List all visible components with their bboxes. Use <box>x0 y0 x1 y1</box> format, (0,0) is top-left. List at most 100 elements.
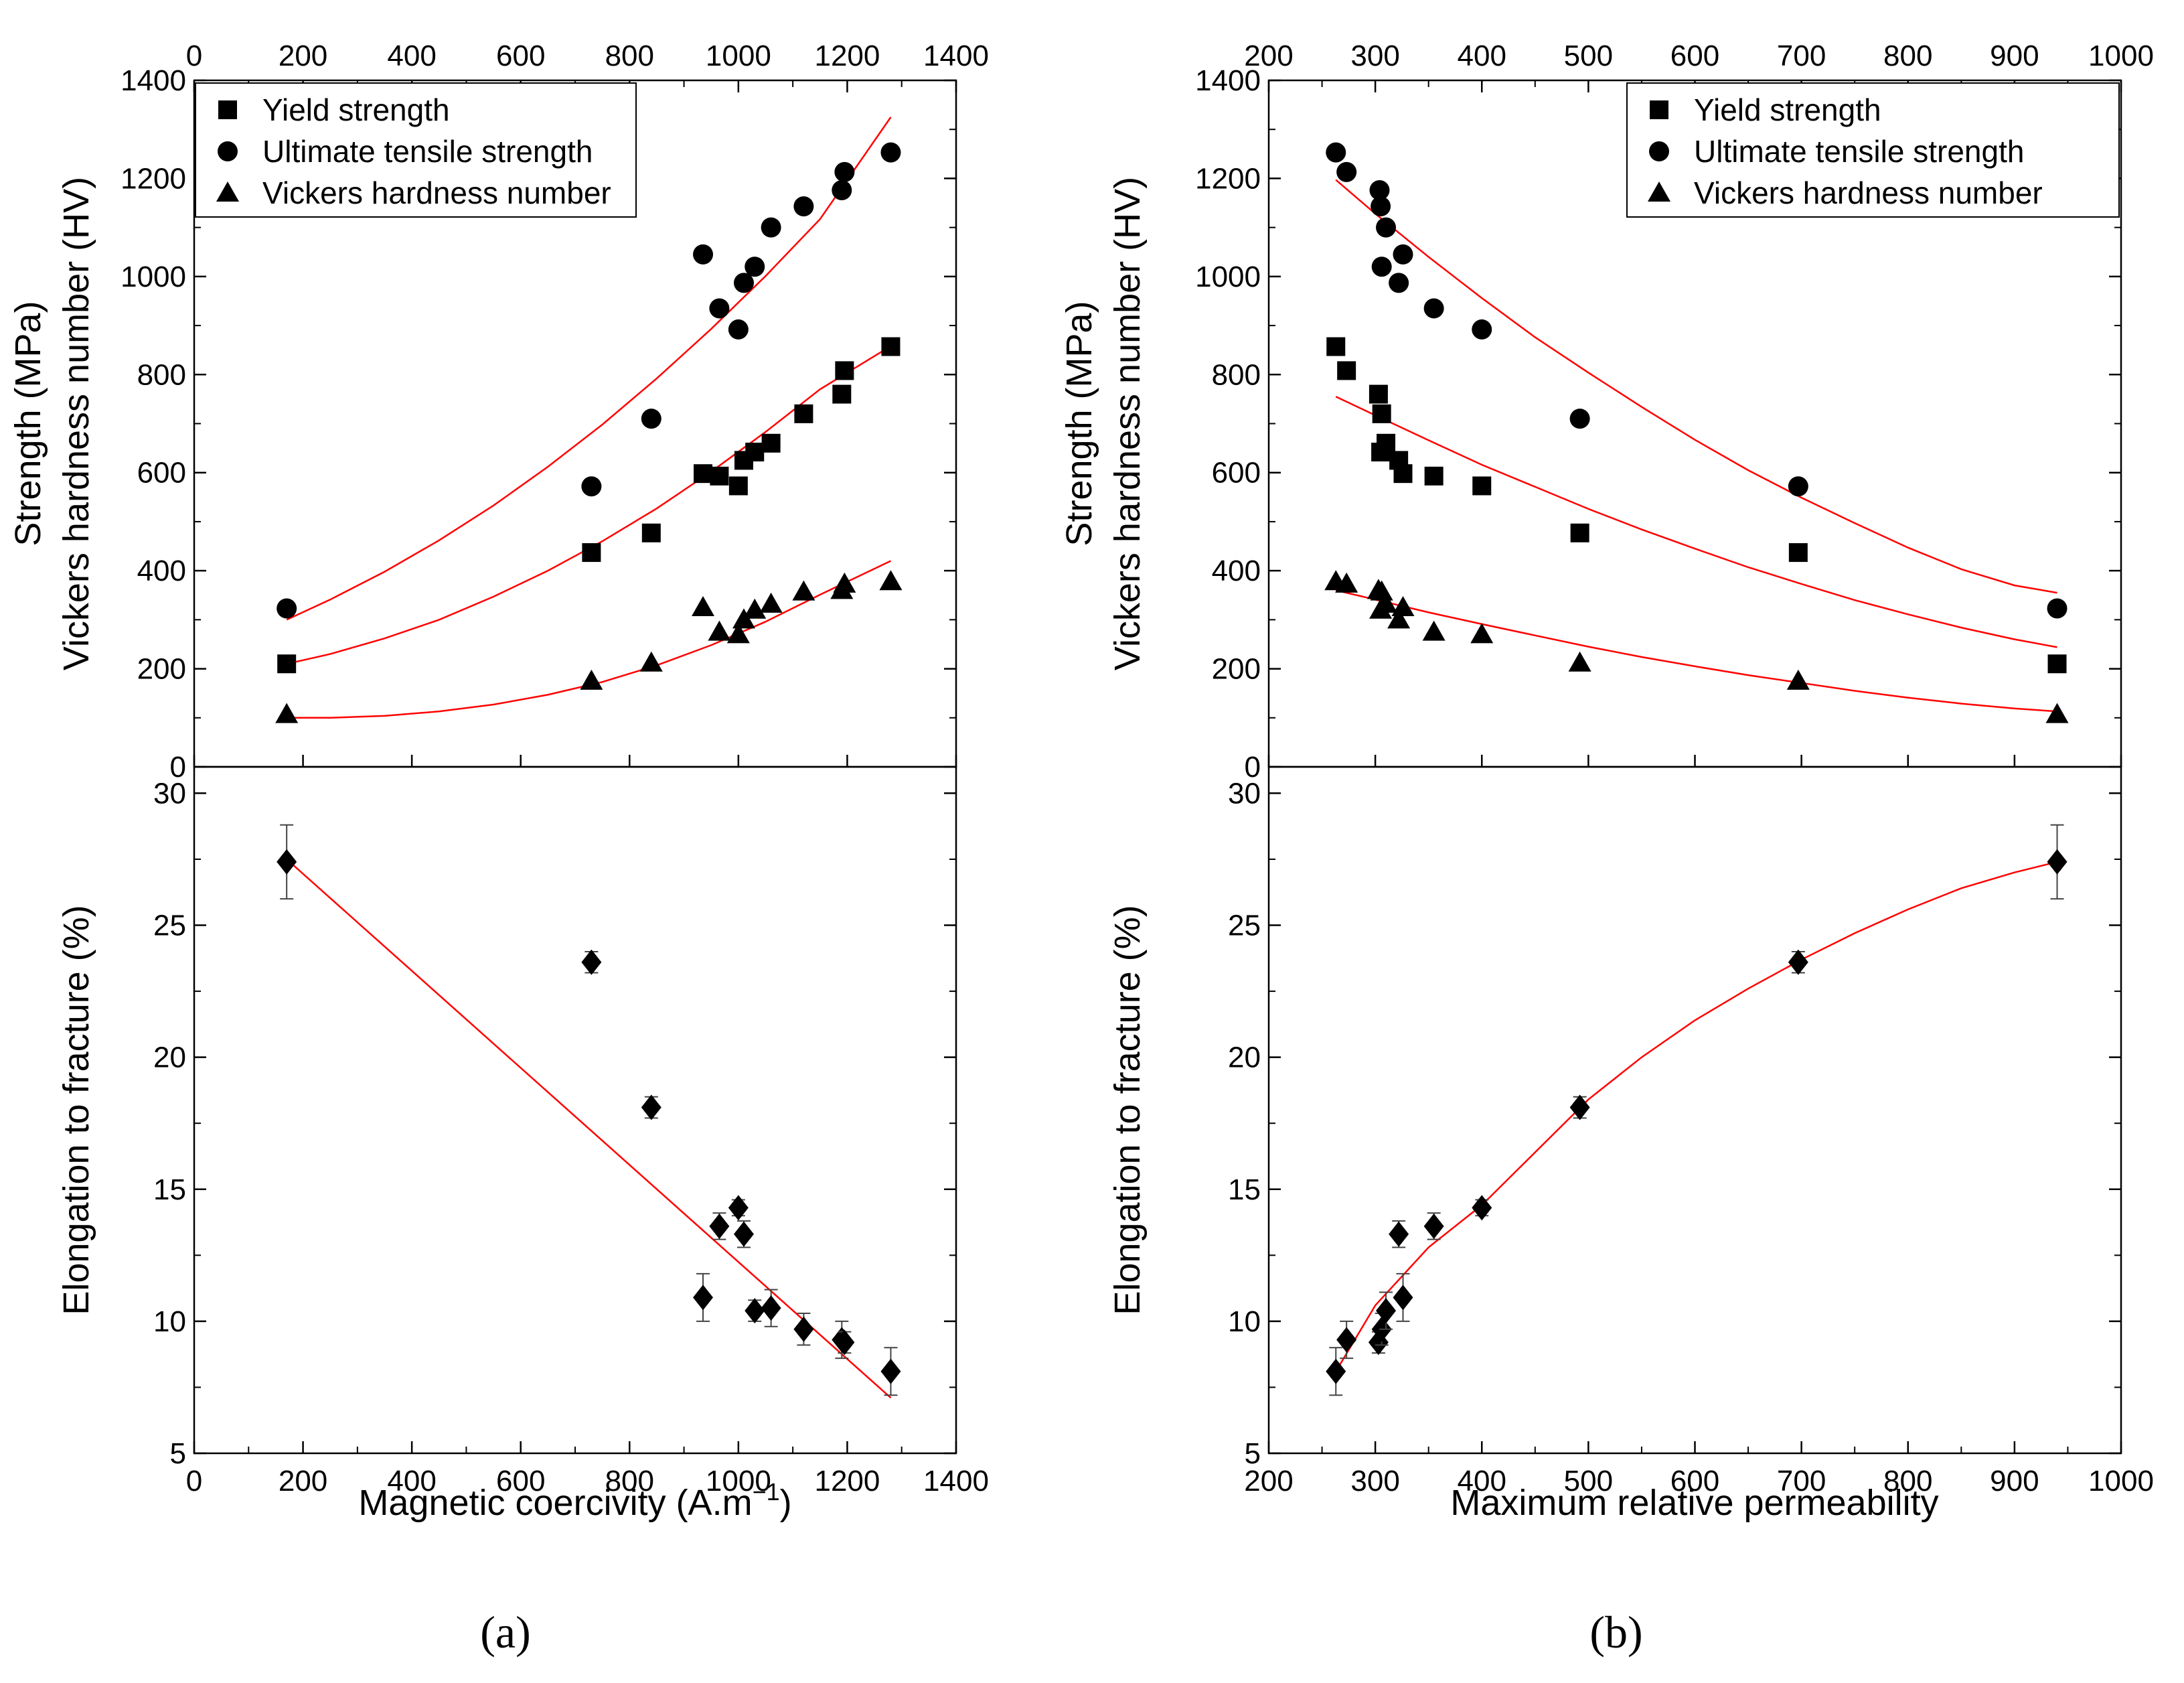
square-marker <box>835 361 854 380</box>
x-axis-title-main: Magnetic coercivity (A.m <box>358 1483 752 1523</box>
x-axis-title-superscript: −1 <box>753 1478 780 1506</box>
diamond-marker <box>709 1213 730 1239</box>
y-tick-label-top: 800 <box>1212 358 1261 391</box>
x-tick-label-top: 800 <box>605 40 654 72</box>
square-marker <box>582 543 601 563</box>
y-tick-label-bottom: 10 <box>1228 1305 1261 1338</box>
circle-marker <box>1423 298 1444 319</box>
triangle-marker <box>580 669 603 690</box>
triangle-marker <box>726 623 750 644</box>
diamond-marker <box>641 1094 661 1120</box>
x-tick-label-top: 400 <box>387 40 436 72</box>
x-tick-label-bottom: 1200 <box>814 1465 880 1497</box>
diamond-marker <box>1389 1221 1409 1247</box>
x-tick-label-top: 0 <box>186 40 202 72</box>
x-tick-label-top: 600 <box>496 40 545 72</box>
triangle-marker <box>833 572 856 593</box>
y-axis-title-elongation: Elongation to fracture (%) <box>56 905 96 1315</box>
diamond-marker <box>1788 949 1808 975</box>
triangle-marker <box>1387 608 1411 629</box>
y-tick-label-bottom: 15 <box>153 1173 186 1206</box>
circle-marker <box>880 142 901 163</box>
triangle-marker <box>759 592 783 613</box>
triangle-marker <box>1335 572 1358 593</box>
diamond-marker <box>834 1329 855 1356</box>
diamond-marker <box>1336 1327 1357 1353</box>
square-marker <box>728 476 748 496</box>
legend-circle-marker <box>1649 141 1669 161</box>
circle-marker <box>728 319 749 340</box>
diamond-marker <box>880 1358 901 1384</box>
legend-box <box>195 82 637 218</box>
triangle-marker <box>1391 596 1415 617</box>
circle-marker <box>1371 196 1391 217</box>
y-axis-title-hardness: Vickers hardness number (HV) <box>56 177 96 670</box>
y-tick-label-top: 600 <box>1212 457 1261 490</box>
square-marker <box>761 433 781 453</box>
square-marker <box>710 466 729 486</box>
x-tick-label-bottom: 600 <box>496 1465 545 1497</box>
square-marker <box>1424 466 1444 486</box>
x-axis-title-close: ) <box>780 1483 792 1523</box>
square-marker <box>1372 404 1391 423</box>
y-tick-label-bottom: 25 <box>1228 909 1261 942</box>
legend-square-marker <box>1650 100 1668 119</box>
x-tick-label-top: 1000 <box>706 40 771 72</box>
circle-marker <box>832 180 852 200</box>
circle-marker <box>1326 142 1346 163</box>
x-tick-label-bottom: 800 <box>1883 1465 1932 1497</box>
square-marker <box>832 384 852 404</box>
y-tick-label-top: 1200 <box>121 162 186 195</box>
y-tick-label-top: 1400 <box>121 64 186 97</box>
x-tick-label-bottom: 400 <box>1458 1465 1506 1497</box>
circle-marker <box>793 196 814 217</box>
triangle-marker <box>879 570 903 591</box>
circle-marker <box>693 244 714 265</box>
square-marker <box>794 404 813 423</box>
x-tick-label-bottom: 500 <box>1564 1465 1613 1497</box>
y-tick-label-bottom: 20 <box>153 1041 186 1074</box>
y-tick-label-bottom: 20 <box>1228 1041 1261 1074</box>
circle-marker <box>1393 244 1413 265</box>
diamond-marker <box>1393 1285 1413 1311</box>
fit-curve-circle <box>1335 179 2057 594</box>
legend-item-hv: Vickers hardness number <box>1694 175 2043 210</box>
y-tick-label-top: 800 <box>137 358 186 391</box>
fit-curve-elongation <box>286 859 892 1399</box>
y-tick-label-top: 0 <box>1245 751 1261 784</box>
fit-curve-elongation <box>1335 861 2057 1372</box>
diamond-marker <box>761 1295 781 1321</box>
diamond-marker <box>2047 849 2068 875</box>
x-tick-label-bottom: 200 <box>1244 1465 1293 1497</box>
y-tick-label-top: 200 <box>137 653 186 686</box>
circle-marker <box>277 598 297 619</box>
panel-a: 0020020040040060060080080010001000120012… <box>8 40 989 1523</box>
diamond-marker <box>1376 1298 1397 1324</box>
panel-b-label: (b) <box>1589 1607 1642 1658</box>
x-tick-label-bottom: 700 <box>1777 1465 1826 1497</box>
square-marker <box>1393 464 1413 484</box>
diamond-marker <box>693 1285 714 1311</box>
x-tick-label-bottom: 400 <box>387 1465 436 1497</box>
diamond-marker <box>581 949 602 975</box>
legend-item-yield: Yield strength <box>1694 92 1881 127</box>
circle-marker <box>1376 217 1397 238</box>
x-tick-label-bottom: 1400 <box>923 1465 989 1497</box>
y-tick-label-bottom: 30 <box>153 777 186 810</box>
square-marker <box>1369 384 1388 404</box>
circle-marker <box>1472 319 1492 340</box>
y-tick-label-bottom: 5 <box>170 1437 186 1470</box>
legend-triangle-marker <box>1648 181 1670 202</box>
x-tick-label-top: 1000 <box>2088 40 2154 72</box>
triangle-marker <box>2045 703 2069 723</box>
diamond-marker <box>1326 1358 1346 1384</box>
triangle-marker <box>692 596 715 617</box>
legend-circle-marker <box>218 141 238 161</box>
diamond-marker <box>277 849 297 875</box>
triangle-marker <box>275 703 299 723</box>
triangle-marker <box>1470 623 1494 644</box>
triangle-marker <box>708 620 731 641</box>
diamond-marker <box>793 1316 814 1342</box>
x-tick-label-top: 400 <box>1458 40 1506 72</box>
x-tick-label-top: 200 <box>1244 40 1293 72</box>
